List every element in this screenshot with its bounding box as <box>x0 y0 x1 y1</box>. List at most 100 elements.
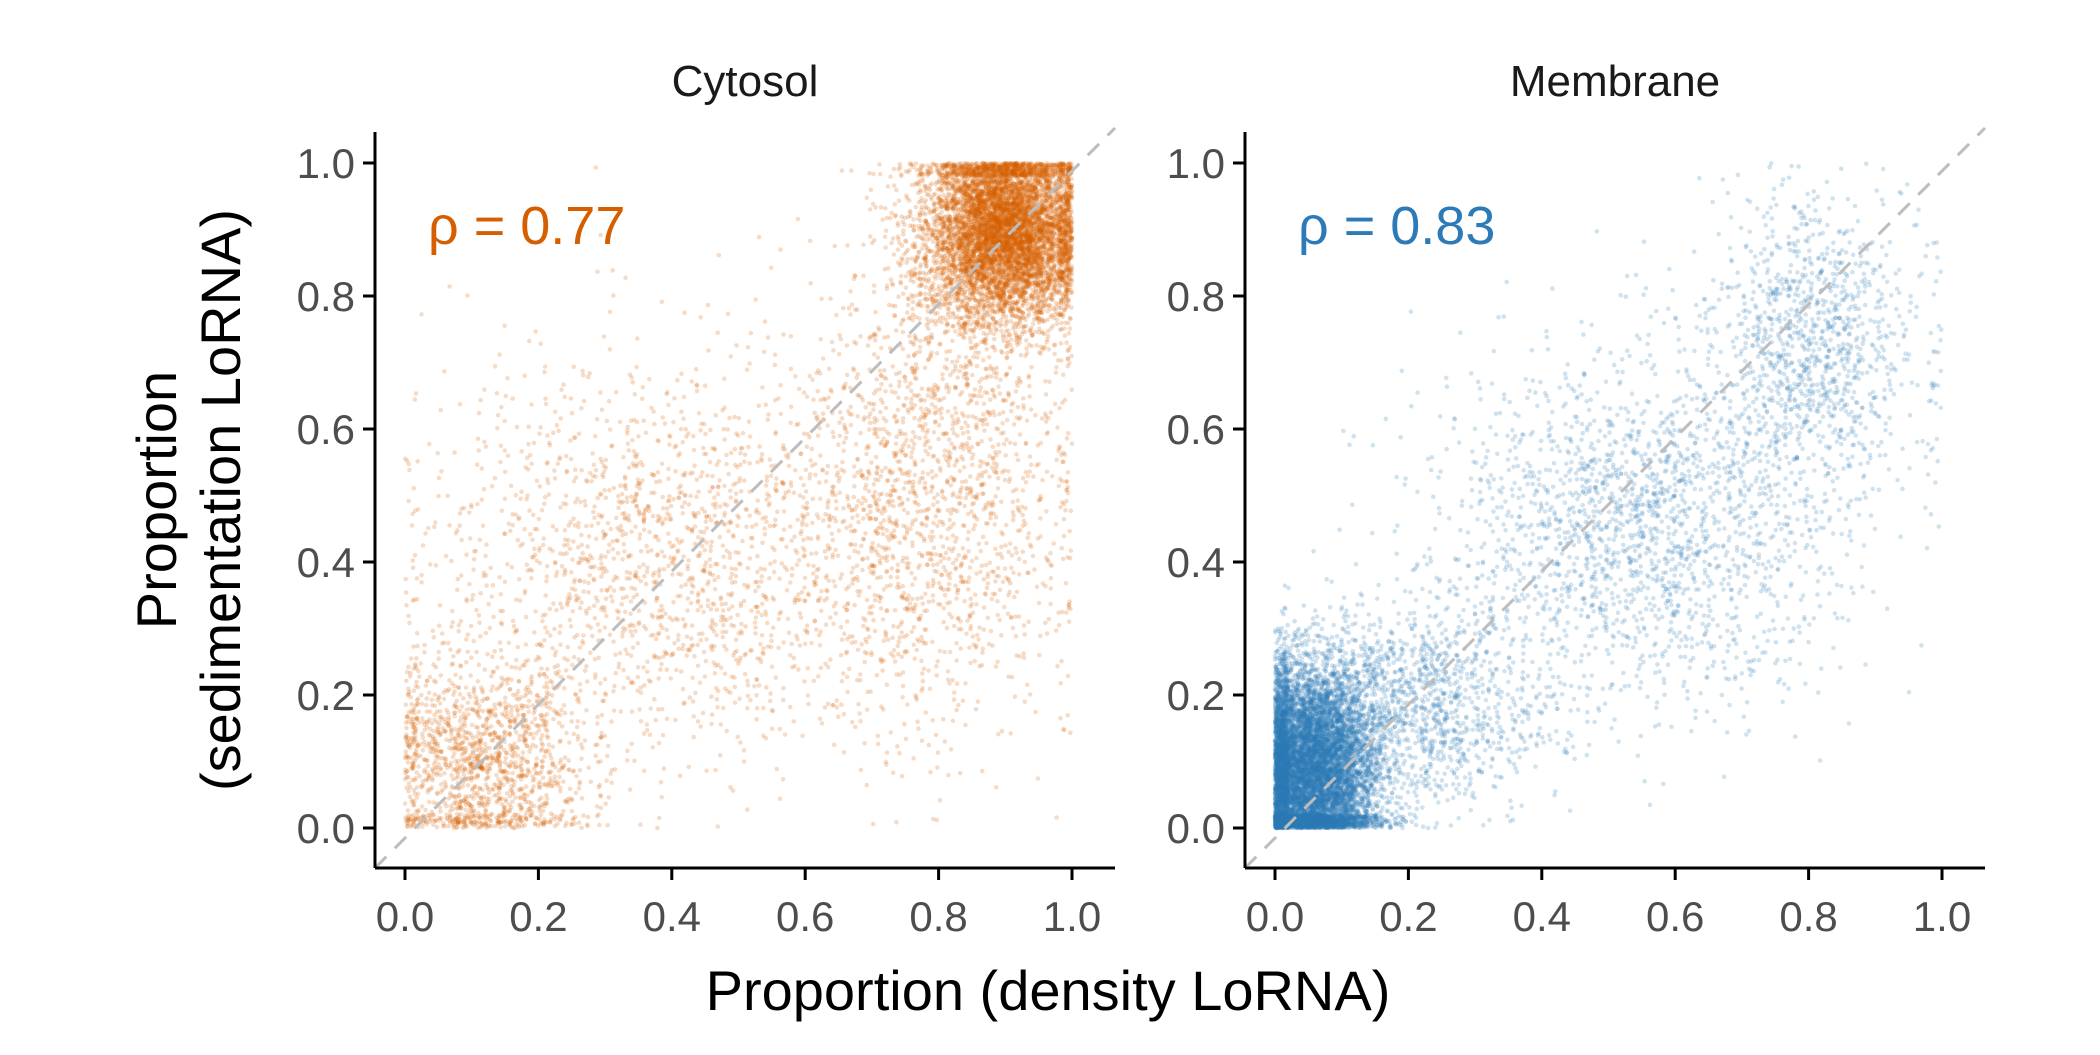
data-point <box>1041 237 1047 242</box>
data-point <box>1051 166 1056 171</box>
data-point <box>962 235 967 241</box>
data-point <box>1036 316 1042 322</box>
data-point <box>951 170 957 176</box>
data-point <box>1005 165 1010 171</box>
data-point <box>1028 196 1033 202</box>
data-point <box>991 191 997 197</box>
data-point <box>946 213 951 218</box>
data-point <box>956 307 961 313</box>
data-point <box>977 208 982 213</box>
data-point <box>1004 212 1009 218</box>
data-point <box>958 237 963 242</box>
data-point <box>994 236 999 241</box>
data-point <box>1064 191 1069 197</box>
data-point <box>905 302 911 308</box>
data-point <box>921 163 926 169</box>
points-cytosol <box>402 160 1075 831</box>
data-point <box>907 210 913 215</box>
data-point <box>938 199 943 204</box>
data-point <box>1014 267 1019 273</box>
data-point <box>913 204 918 210</box>
data-point <box>910 299 916 305</box>
data-point <box>989 212 994 217</box>
data-point <box>1053 308 1058 314</box>
data-point <box>974 196 979 201</box>
data-point <box>933 276 939 282</box>
data-point <box>1018 266 1023 271</box>
data-point <box>1018 233 1024 239</box>
data-point <box>986 176 992 181</box>
data-point <box>1002 164 1008 169</box>
data-point <box>997 223 1003 228</box>
data-point <box>955 186 960 191</box>
data-point <box>995 218 1000 223</box>
data-point <box>892 202 898 207</box>
data-point <box>1017 231 1022 236</box>
data-point <box>916 250 922 255</box>
data-point <box>963 330 969 336</box>
data-point <box>907 198 912 203</box>
data-point <box>959 240 964 246</box>
data-point <box>932 191 938 197</box>
data-point <box>972 212 978 217</box>
data-point <box>883 228 889 233</box>
data-point <box>1007 297 1012 303</box>
data-point <box>988 261 994 266</box>
data-point <box>1037 266 1042 271</box>
data-point <box>918 264 923 270</box>
data-point <box>993 207 998 213</box>
data-point <box>990 252 996 257</box>
data-point <box>934 223 939 229</box>
data-point <box>1009 172 1015 177</box>
data-point <box>918 218 923 224</box>
data-point <box>948 165 954 170</box>
data-point <box>957 165 963 170</box>
data-point <box>1030 333 1035 338</box>
data-point <box>912 244 918 249</box>
data-point <box>1014 235 1019 240</box>
data-point <box>924 167 930 173</box>
data-point <box>998 167 1003 172</box>
data-point <box>1004 173 1009 179</box>
panel-title-cytosol: Cytosol <box>672 57 819 106</box>
data-point <box>992 221 997 227</box>
data-point <box>1041 163 1046 168</box>
data-point <box>885 184 891 189</box>
data-point <box>1063 205 1069 211</box>
data-point <box>950 199 955 204</box>
data-point <box>1046 257 1051 262</box>
data-point <box>981 306 987 311</box>
data-point <box>946 181 952 186</box>
data-point <box>945 203 951 208</box>
data-point <box>976 206 982 212</box>
data-point <box>989 165 994 171</box>
data-point <box>1004 350 1010 356</box>
data-point <box>962 330 967 335</box>
data-point <box>1063 246 1069 252</box>
data-point <box>1052 222 1058 228</box>
data-point <box>1013 203 1018 208</box>
data-point <box>897 240 902 246</box>
data-point <box>941 223 946 228</box>
data-point <box>1053 370 1059 375</box>
data-point <box>1026 217 1032 223</box>
data-point <box>1023 338 1029 343</box>
data-point <box>1044 162 1049 168</box>
data-point <box>1015 210 1021 215</box>
data-point <box>945 235 951 240</box>
data-point <box>911 217 916 222</box>
data-point <box>1021 223 1026 229</box>
data-point <box>1025 223 1030 228</box>
data-point <box>1004 263 1010 268</box>
data-point <box>981 220 986 226</box>
data-point <box>979 222 985 228</box>
data-point <box>950 280 955 286</box>
data-point <box>1000 234 1005 240</box>
data-point <box>944 186 950 192</box>
data-point <box>898 321 904 327</box>
data-point <box>907 333 912 339</box>
data-point <box>1059 176 1064 181</box>
data-point <box>991 163 996 168</box>
data-point <box>934 166 940 171</box>
data-point <box>931 208 937 214</box>
